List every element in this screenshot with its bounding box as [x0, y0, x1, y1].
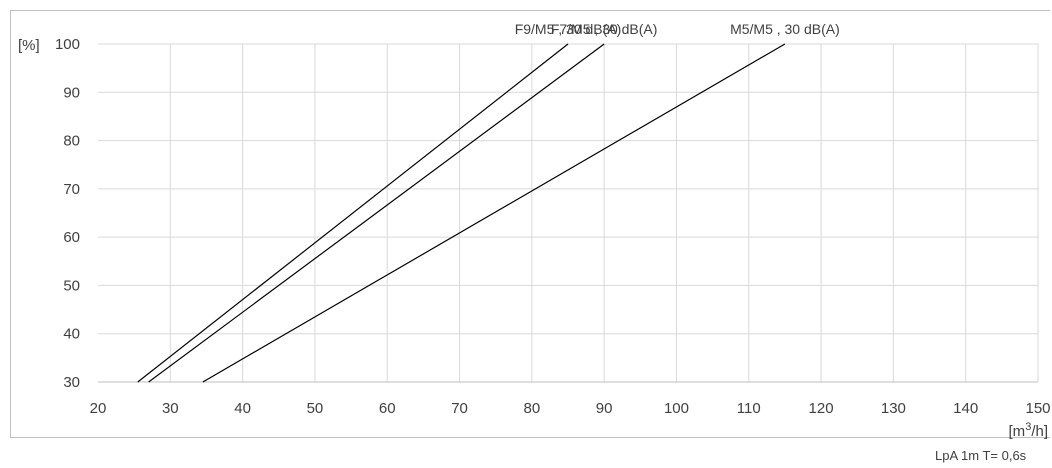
series-line-3: [202, 43, 786, 383]
grid: [98, 43, 1039, 382]
x-tick-label-150: 150: [1025, 400, 1050, 417]
y-tick-label-50: 50: [63, 277, 80, 294]
series-lines: [137, 43, 786, 383]
x-tick-label-90: 90: [596, 400, 613, 417]
x-tick-label-130: 130: [881, 400, 906, 417]
x-tick-label-20: 20: [90, 400, 107, 417]
x-tick-label-80: 80: [524, 400, 541, 417]
x-tick-label-140: 140: [953, 400, 978, 417]
x-tick-label-40: 40: [234, 400, 251, 417]
x-tick-label-60: 60: [379, 400, 396, 417]
x-tick-label-50: 50: [307, 400, 324, 417]
series-line-2: [148, 43, 605, 383]
x-tick-label-30: 30: [162, 400, 179, 417]
x-tick-label-120: 120: [809, 400, 834, 417]
series-label-1: F9/M5 , 30 dB(A): [515, 21, 622, 37]
x-tick-label-110: 110: [737, 400, 761, 417]
y-axis-label: [%]: [18, 37, 40, 54]
y-tick-label-30: 30: [63, 374, 80, 391]
series-line-1: [137, 43, 569, 383]
x-tick-label-70: 70: [451, 400, 468, 417]
series-label-2: F7/M5 , 30 dB(A): [551, 21, 658, 37]
series-label-3: M5/M5 , 30 dB(A): [730, 21, 840, 37]
y-tick-label-80: 80: [63, 133, 80, 150]
y-tick-label-100: 100: [55, 36, 80, 53]
y-tick-label-70: 70: [63, 181, 80, 198]
y-tick-label-40: 40: [63, 326, 80, 343]
x-tick-label-100: 100: [664, 400, 689, 417]
chart-note: LpA 1m T= 0,6s: [935, 448, 1027, 463]
x-axis-label: [m3/h]: [1009, 421, 1048, 440]
y-tick-label-60: 60: [63, 229, 80, 246]
y-tick-label-90: 90: [63, 84, 80, 101]
chart-frame: [10, 10, 1050, 438]
labels: 30 40 50 60 70 80 90 100 20 30 40 50 60 70 80 90 100 110 1…: [18, 21, 1051, 440]
